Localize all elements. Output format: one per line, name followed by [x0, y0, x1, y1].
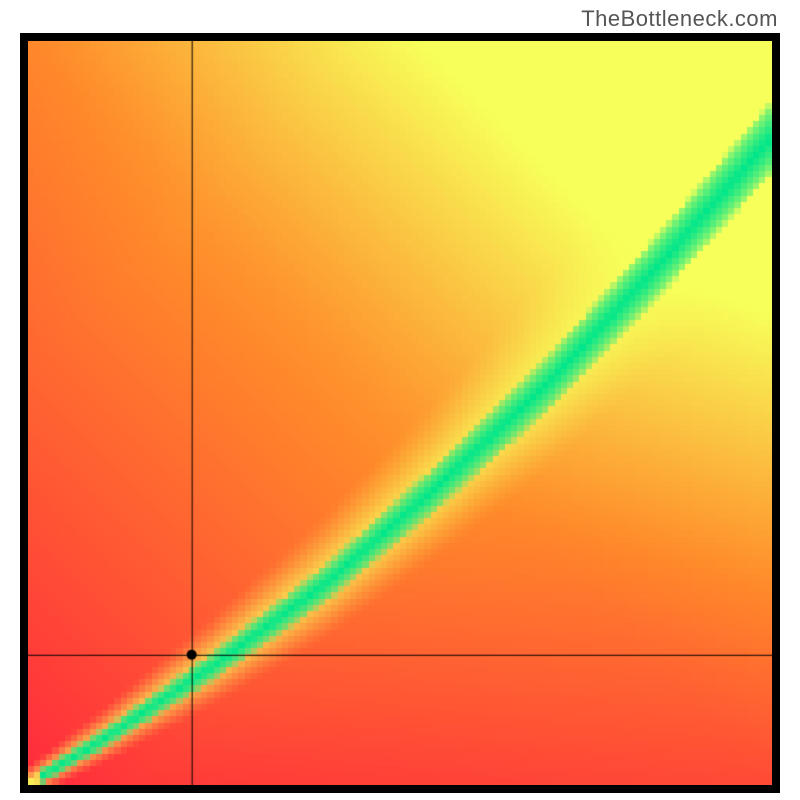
watermark-title: TheBottleneck.com [581, 6, 778, 32]
heatmap-canvas [28, 41, 772, 785]
chart-container: TheBottleneck.com [0, 0, 800, 800]
plot-frame [20, 33, 780, 793]
